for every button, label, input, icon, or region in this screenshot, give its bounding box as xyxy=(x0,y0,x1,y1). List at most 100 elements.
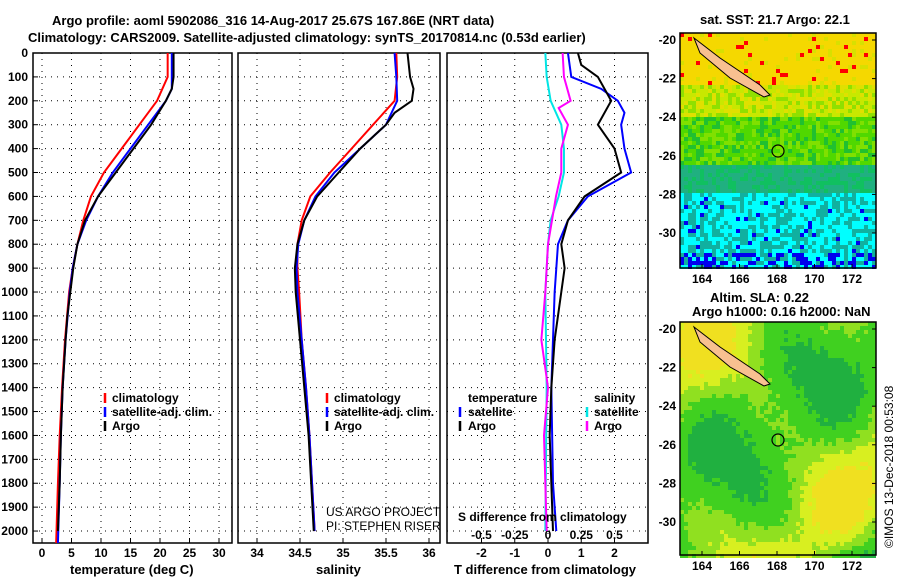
map-cell xyxy=(724,101,728,105)
map-cell xyxy=(780,342,784,346)
map-cell xyxy=(868,49,872,53)
map-cell xyxy=(744,378,748,382)
map-cell xyxy=(856,326,860,330)
map-cell xyxy=(844,117,848,121)
map-cell xyxy=(796,442,800,446)
map-cell xyxy=(780,265,784,269)
map-cell xyxy=(796,121,800,125)
map-cell xyxy=(840,418,844,422)
map-cell xyxy=(780,185,784,189)
map-cell xyxy=(680,229,684,233)
map-cell xyxy=(844,165,848,169)
map-cell xyxy=(756,37,760,41)
map-cell xyxy=(776,125,780,129)
map-cell xyxy=(804,197,808,201)
map-cell xyxy=(752,49,756,53)
map-cell xyxy=(740,470,744,474)
map-cell xyxy=(784,157,788,161)
map-cell xyxy=(784,193,788,197)
map-cell xyxy=(724,241,728,245)
map-cell xyxy=(688,346,692,350)
map-cell xyxy=(868,221,872,225)
map-cell xyxy=(852,137,856,141)
map-cell xyxy=(748,410,752,414)
map-cell xyxy=(864,458,868,462)
map-cell xyxy=(724,133,728,137)
map-cell xyxy=(836,245,840,249)
map-cell xyxy=(796,113,800,117)
map-cell xyxy=(732,378,736,382)
map-cell xyxy=(752,446,756,450)
map-cell xyxy=(740,37,744,41)
map-cell xyxy=(816,229,820,233)
map-cell xyxy=(708,197,712,201)
map-cell xyxy=(856,237,860,241)
map-cell xyxy=(804,149,808,153)
map-cell xyxy=(680,350,684,354)
map-cell xyxy=(796,181,800,185)
map-cell xyxy=(756,362,760,366)
map-cell xyxy=(728,378,732,382)
map-cell xyxy=(836,342,840,346)
map-cell xyxy=(828,201,832,205)
map-cell xyxy=(788,209,792,213)
map-cell xyxy=(852,205,856,209)
map-cell xyxy=(824,93,828,97)
map-cell xyxy=(684,81,688,85)
map-cell xyxy=(760,322,764,326)
y-tick-label: 1400 xyxy=(1,381,28,395)
map-cell xyxy=(748,45,752,49)
map-cell xyxy=(796,97,800,101)
map-cell xyxy=(680,217,684,221)
map-cell xyxy=(692,137,696,141)
map-cell xyxy=(860,354,864,358)
map-cell xyxy=(804,113,808,117)
map-cell xyxy=(804,165,808,169)
map-cell xyxy=(752,362,756,366)
map-cell xyxy=(772,37,776,41)
map-cell xyxy=(752,73,756,77)
map-cell xyxy=(844,149,848,153)
map-cell xyxy=(860,430,864,434)
map-cell xyxy=(816,438,820,442)
map-cell xyxy=(860,446,864,450)
map-cell xyxy=(716,426,720,430)
map-cell xyxy=(716,205,720,209)
map-cell xyxy=(728,350,732,354)
map-cell xyxy=(704,77,708,81)
map-cell xyxy=(856,33,860,37)
map-cell xyxy=(680,33,684,37)
map-cell xyxy=(828,245,832,249)
map-cell xyxy=(700,358,704,362)
map-cell xyxy=(848,370,852,374)
map-cell xyxy=(748,334,752,338)
map-cell xyxy=(808,117,812,121)
map-cell xyxy=(800,141,804,145)
map-cell xyxy=(680,161,684,165)
map-cell xyxy=(856,462,860,466)
map-cell xyxy=(728,181,732,185)
map-cell xyxy=(848,225,852,229)
map-cell xyxy=(684,33,688,37)
map-cell xyxy=(800,326,804,330)
map-cell xyxy=(740,225,744,229)
map-cell xyxy=(844,438,848,442)
map-cell xyxy=(680,57,684,61)
map-cell xyxy=(832,462,836,466)
map-cell xyxy=(808,77,812,81)
map-cell xyxy=(744,470,748,474)
lat-tick-label: -26 xyxy=(659,149,677,163)
map-cell xyxy=(764,237,768,241)
map-cell xyxy=(792,61,796,65)
map-cell xyxy=(812,253,816,257)
map-cell xyxy=(788,169,792,173)
map-cell xyxy=(756,201,760,205)
map-cell xyxy=(788,181,792,185)
map-cell xyxy=(776,113,780,117)
map-cell xyxy=(720,105,724,109)
map-cell xyxy=(860,241,864,245)
map-cell xyxy=(780,438,784,442)
map-cell xyxy=(840,466,844,470)
map-cell xyxy=(788,342,792,346)
map-cell xyxy=(860,173,864,177)
